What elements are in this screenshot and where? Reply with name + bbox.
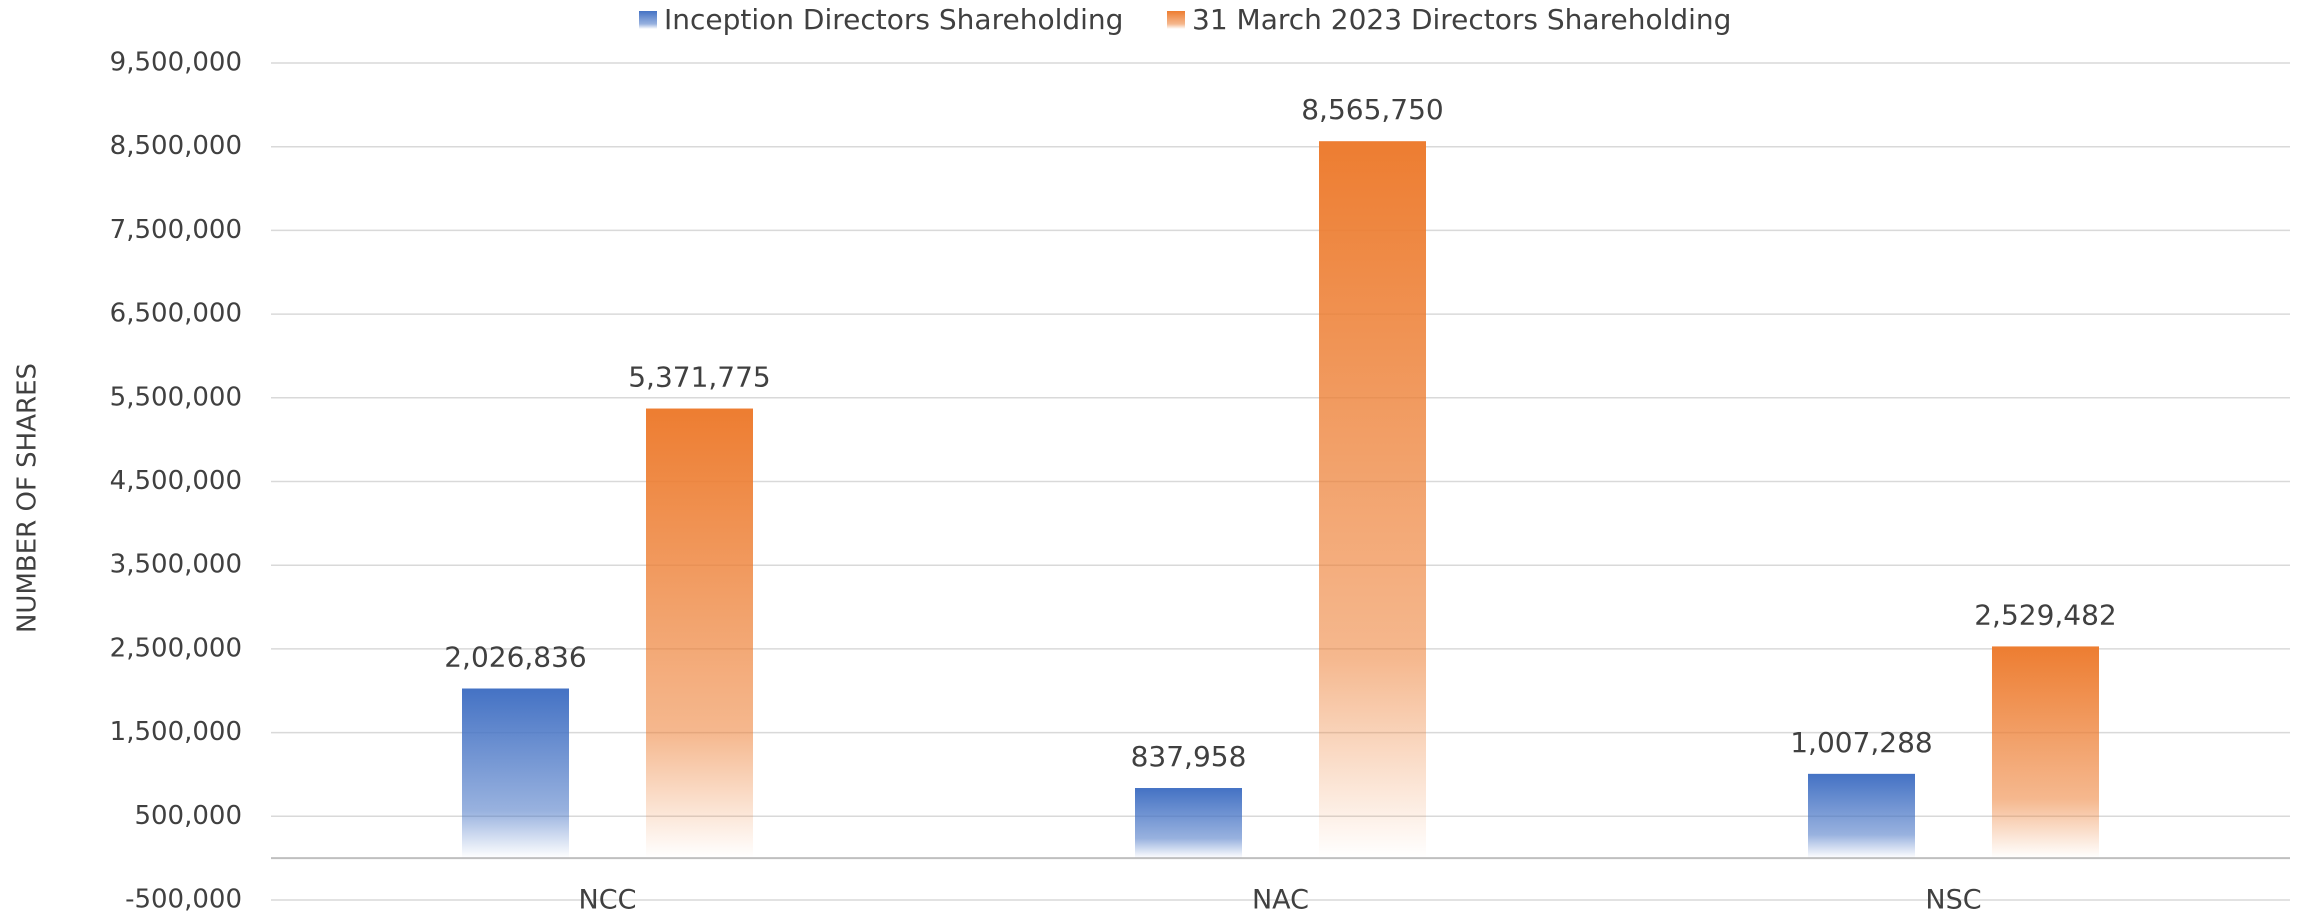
value-label: 837,958	[1131, 740, 1247, 773]
legend-swatch	[1167, 11, 1185, 29]
y-tick-label: -500,000	[125, 885, 242, 915]
value-label: 5,371,775	[628, 361, 771, 394]
bar	[1992, 646, 2099, 859]
x-tick-label: NCC	[579, 885, 637, 916]
y-tick-label: 4,500,000	[110, 466, 242, 496]
y-tick-label: 9,500,000	[110, 48, 242, 78]
bar	[462, 688, 569, 859]
bar	[1808, 773, 1915, 859]
value-label: 2,026,836	[444, 641, 587, 674]
y-axis-title: NUMBER OF SHARES	[13, 363, 43, 633]
y-tick-label: 5,500,000	[110, 382, 242, 412]
value-label: 1,007,288	[1790, 726, 1933, 759]
y-tick-label: 2,500,000	[110, 633, 242, 663]
bar	[1135, 788, 1242, 859]
y-tick-label: 7,500,000	[110, 215, 242, 245]
y-tick-label: 500,000	[134, 801, 242, 831]
y-tick-label: 3,500,000	[110, 550, 242, 580]
x-tick-label: NSC	[1925, 885, 1981, 916]
value-label: 2,529,482	[1974, 598, 2117, 631]
legend-label: 31 March 2023 Directors Shareholding	[1192, 3, 1731, 36]
y-tick-label: 6,500,000	[110, 299, 242, 329]
y-tick-label: 1,500,000	[110, 717, 242, 747]
y-tick-label: 8,500,000	[110, 131, 242, 161]
x-tick-label: NAC	[1252, 885, 1309, 916]
value-label: 8,565,750	[1301, 93, 1444, 126]
legend-label: Inception Directors Shareholding	[664, 3, 1123, 36]
legend-swatch	[639, 11, 657, 29]
bar	[646, 408, 753, 859]
bar	[1319, 141, 1426, 859]
